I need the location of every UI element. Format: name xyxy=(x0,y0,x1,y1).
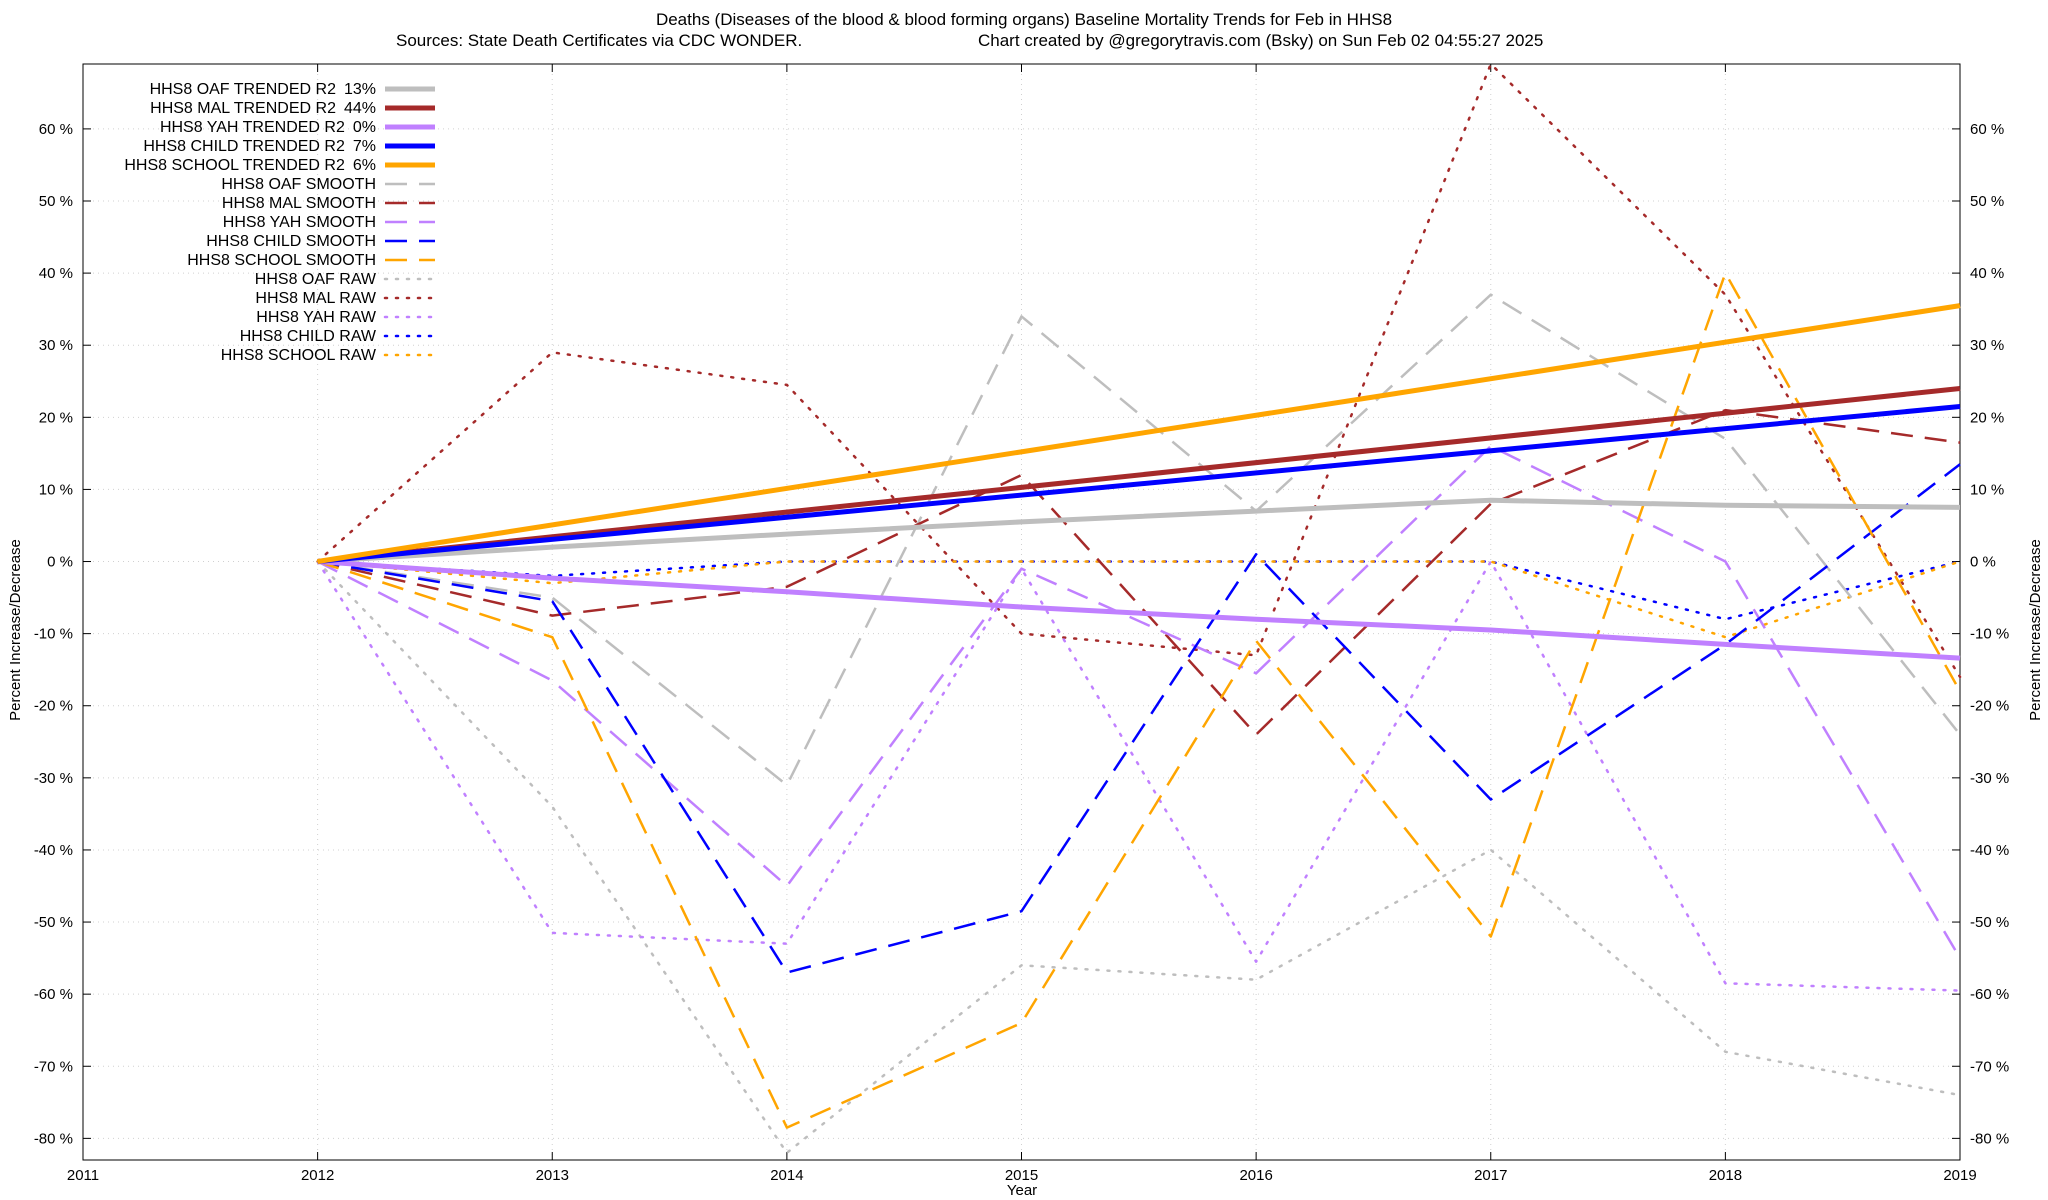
y-tick-label-right: -70 % xyxy=(1970,1058,2009,1075)
y-tick-label-left: -30 % xyxy=(34,770,73,787)
legend-label: HHS8 OAF SMOOTH xyxy=(221,176,376,193)
legend-r2-value: 44% xyxy=(344,100,376,117)
legend-series-name: HHS8 OAF RAW xyxy=(255,271,377,288)
y-tick-label-left: 0 % xyxy=(47,554,73,571)
series-line-hhs8-school-trended-r2 xyxy=(317,303,1961,564)
y-axis-label-left: Percent Increase/Decrease xyxy=(7,539,24,721)
y-tick-label-right: 30 % xyxy=(1970,337,2004,354)
y-tick-label-right: -80 % xyxy=(1970,1130,2009,1147)
chart-subtitle-sources: Sources: State Death Certificates via CD… xyxy=(396,31,802,50)
x-tick-label: 2013 xyxy=(536,1167,569,1184)
chart-subtitle-credit: Chart created by @gregorytravis.com (Bsk… xyxy=(978,31,1543,50)
legend-label: HHS8 SCHOOL SMOOTH xyxy=(187,252,376,269)
legend-series-name: HHS8 MAL SMOOTH xyxy=(222,195,376,212)
series-layer xyxy=(316,62,1962,1155)
legend-label: HHS8 YAH TRENDED R2 0% xyxy=(160,119,376,136)
x-tick-label: 2015 xyxy=(1005,1167,1038,1184)
y-tick-label-left: -50 % xyxy=(34,914,73,931)
x-tick-label: 2019 xyxy=(1943,1167,1976,1184)
legend-series-name: HHS8 CHILD TRENDED R2 xyxy=(143,138,345,155)
legend-label: HHS8 CHILD TRENDED R2 7% xyxy=(143,138,376,155)
x-tick-label: 2016 xyxy=(1239,1167,1272,1184)
y-tick-label-left: 10 % xyxy=(39,481,73,498)
legend-label: HHS8 YAH SMOOTH xyxy=(223,214,376,231)
y-tick-label-right: -30 % xyxy=(1970,770,2009,787)
series-line-hhs8-oaf-raw xyxy=(316,560,1962,1155)
y-tick-label-right: -20 % xyxy=(1970,698,2009,715)
y-tick-label-right: 50 % xyxy=(1970,193,2004,210)
y-axis-label-right: Percent Increase/Decrease xyxy=(2027,539,2044,721)
x-tick-label: 2011 xyxy=(67,1167,99,1184)
legend-r2-value: 7% xyxy=(353,138,376,155)
y-tick-label-left: 20 % xyxy=(39,409,73,426)
y-tick-label-right: 10 % xyxy=(1970,481,2004,498)
series-line-hhs8-mal-trended-r2 xyxy=(317,386,1961,564)
legend-label: HHS8 CHILD SMOOTH xyxy=(206,233,376,250)
series-line-hhs8-child-trended-r2 xyxy=(317,404,1961,564)
y-tick-label-left: 50 % xyxy=(39,193,73,210)
legend-label: HHS8 YAH RAW xyxy=(256,309,377,326)
x-tick-label: 2014 xyxy=(770,1167,803,1184)
legend-series-name: HHS8 YAH TRENDED R2 xyxy=(160,119,345,136)
series-line-hhs8-mal-smooth xyxy=(317,408,1961,736)
legend-series-name: HHS8 YAH SMOOTH xyxy=(223,214,376,231)
x-axis-label: Year xyxy=(1007,1182,1037,1199)
plot-frame xyxy=(82,63,1961,1161)
legend: HHS8 OAF TRENDED R2 13% HHS8 MAL TRENDED R… xyxy=(124,81,437,364)
series-line-hhs8-oaf-trended-r2 xyxy=(317,497,1961,564)
y-tick-label-left: -80 % xyxy=(34,1130,73,1147)
x-tick-label: 2017 xyxy=(1474,1167,1507,1184)
y-tick-label-left: -20 % xyxy=(34,698,73,715)
y-tick-label-right: -60 % xyxy=(1970,986,2009,1003)
y-tick-label-left: 30 % xyxy=(39,337,73,354)
y-tick-label-right: -40 % xyxy=(1970,842,2009,859)
legend-series-name: HHS8 OAF TRENDED R2 xyxy=(150,81,337,98)
x-tick-label: 2012 xyxy=(301,1167,334,1184)
legend-label: HHS8 MAL SMOOTH xyxy=(222,195,376,212)
legend-label: HHS8 OAF TRENDED R2 13% xyxy=(150,81,376,98)
y-tick-label-left: -70 % xyxy=(34,1058,73,1075)
chart-title: Deaths (Diseases of the blood & blood fo… xyxy=(656,10,1392,29)
legend-label: HHS8 SCHOOL TRENDED R2 6% xyxy=(124,157,376,174)
legend-series-name: HHS8 CHILD SMOOTH xyxy=(206,233,376,250)
series-line-hhs8-yah-trended-r2 xyxy=(317,559,1961,661)
series-line-hhs8-child-raw xyxy=(316,560,1962,621)
y-tick-label-right: -50 % xyxy=(1970,914,2009,931)
series-line-hhs8-child-smooth xyxy=(317,463,1961,974)
legend-label: HHS8 SCHOOL RAW xyxy=(221,347,377,364)
y-tick-label-left: -40 % xyxy=(34,842,73,859)
y-tick-label-right: 60 % xyxy=(1970,121,2004,138)
y-tick-label-right: 20 % xyxy=(1970,409,2004,426)
legend-series-name: HHS8 MAL RAW xyxy=(255,290,377,307)
y-tick-label-right: 40 % xyxy=(1970,265,2004,282)
legend-series-name: HHS8 SCHOOL RAW xyxy=(221,347,377,364)
x-tick-label: 2018 xyxy=(1709,1167,1742,1184)
legend-series-name: HHS8 MAL TRENDED R2 xyxy=(150,100,336,117)
legend-r2-value: 0% xyxy=(353,119,376,136)
series-line-hhs8-mal-raw xyxy=(316,62,1962,679)
legend-r2-value: 6% xyxy=(353,157,376,174)
legend-series-name: HHS8 SCHOOL TRENDED R2 xyxy=(124,157,345,174)
legend-r2-value: 13% xyxy=(344,81,376,98)
legend-series-name: HHS8 SCHOOL SMOOTH xyxy=(187,252,376,269)
series-line-hhs8-school-smooth xyxy=(317,271,1962,1129)
y-tick-label-left: -60 % xyxy=(34,986,73,1003)
legend-label: HHS8 MAL TRENDED R2 44% xyxy=(150,100,376,117)
legend-series-name: HHS8 OAF SMOOTH xyxy=(221,176,376,193)
y-tick-label-right: -10 % xyxy=(1970,626,2009,643)
legend-label: HHS8 CHILD RAW xyxy=(240,328,377,345)
legend-series-name: HHS8 YAH RAW xyxy=(256,309,377,326)
y-tick-label-right: 0 % xyxy=(1970,554,1996,571)
legend-series-name: HHS8 CHILD RAW xyxy=(240,328,377,345)
legend-label: HHS8 OAF RAW xyxy=(255,271,377,288)
axes: -80 % -80 % -70 % -70 % -60 % -60 % -50 % -50 %… xyxy=(34,63,2009,1184)
y-tick-label-left: 40 % xyxy=(39,265,73,282)
legend-label: HHS8 MAL RAW xyxy=(255,290,377,307)
y-tick-label-left: -10 % xyxy=(34,626,73,643)
series-line-hhs8-yah-smooth xyxy=(317,444,1962,959)
y-tick-label-left: 60 % xyxy=(39,121,73,138)
